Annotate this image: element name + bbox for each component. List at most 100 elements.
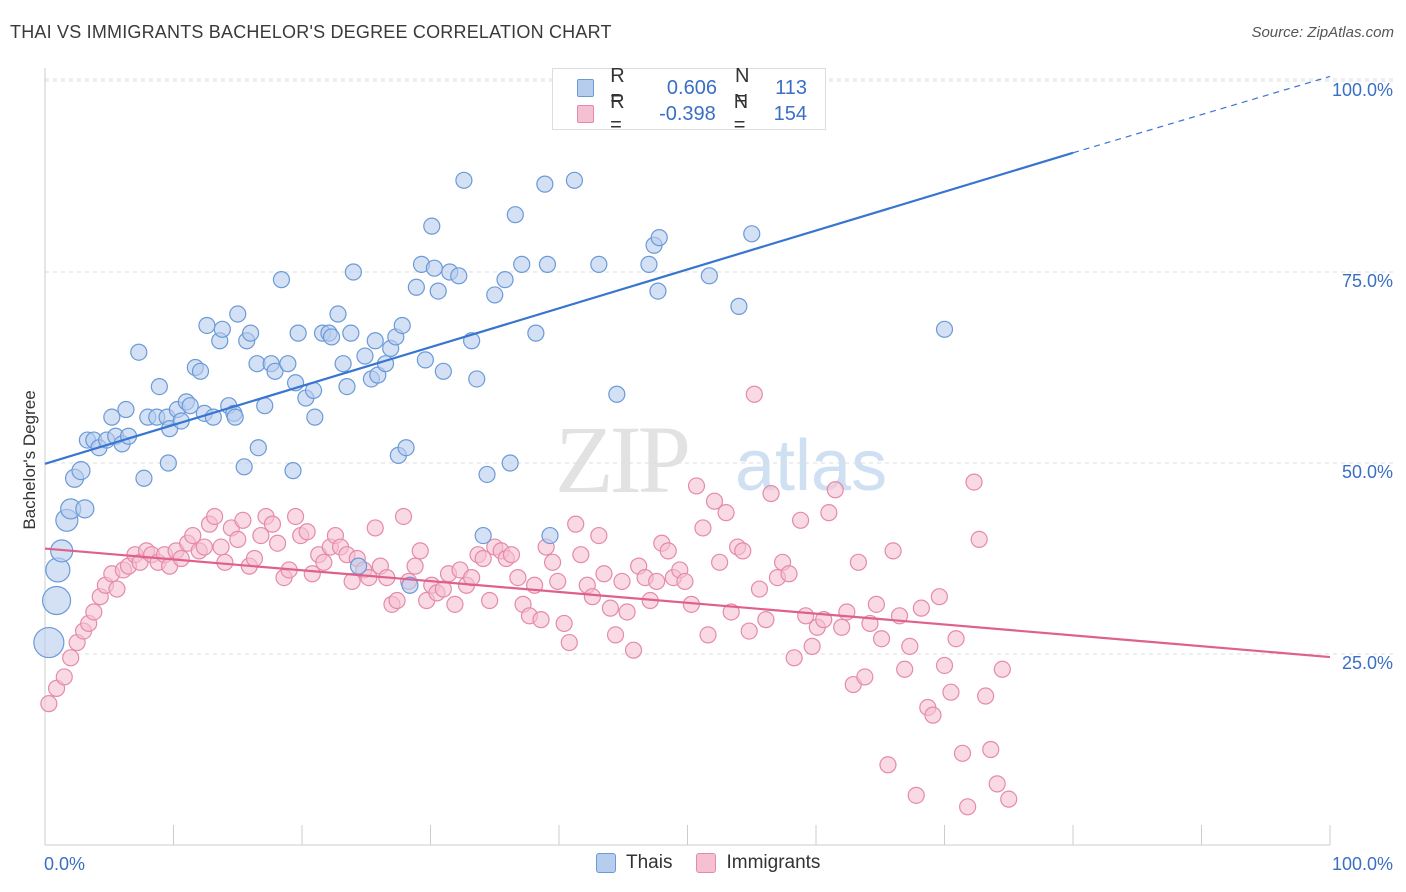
x-tick-label: 100.0%	[1332, 854, 1393, 874]
immigrants-point	[532, 611, 550, 629]
immigrants-point	[757, 611, 775, 629]
immigrants-point	[849, 553, 868, 571]
thais-point	[191, 362, 210, 380]
thais-point	[329, 305, 347, 323]
immigrants-point	[229, 530, 247, 549]
immigrants-point	[867, 595, 885, 613]
immigrants-point	[394, 507, 413, 526]
immigrants-point	[856, 668, 874, 686]
immigrants-point	[601, 599, 620, 617]
thais-point	[266, 362, 284, 380]
immigrants-point	[1000, 790, 1018, 808]
thais-point	[486, 286, 504, 304]
thais-point	[538, 255, 557, 273]
thais-point	[284, 462, 302, 480]
immigrants-point	[896, 660, 914, 678]
thais-point	[181, 397, 199, 415]
immigrants-point	[648, 572, 666, 591]
immigrants-point	[543, 553, 562, 571]
immigrants-point	[993, 660, 1011, 678]
immigrants-point	[982, 740, 1000, 759]
immigrants-point	[935, 656, 954, 675]
thais-point	[338, 378, 356, 396]
immigrants-point	[722, 603, 740, 621]
immigrants-legend-swatch	[696, 853, 717, 873]
immigrants-point	[930, 588, 948, 606]
immigrants-point	[624, 641, 643, 659]
immigrants-point	[502, 546, 521, 564]
thais-point	[130, 343, 148, 361]
thais-point	[541, 526, 559, 545]
immigrants-point	[820, 504, 838, 522]
thais-point	[513, 255, 531, 273]
thais-point	[649, 282, 667, 300]
thais-point	[393, 316, 411, 335]
immigrants-point	[212, 538, 230, 556]
thais-point	[366, 332, 384, 350]
legend-row-immigrants: R = -0.398 N = 154	[577, 91, 825, 136]
immigrants-point	[434, 580, 452, 598]
thais-n-value: 113	[775, 76, 807, 99]
thais-point	[730, 297, 748, 315]
immigrants-point	[446, 595, 464, 613]
thais-point	[496, 271, 514, 289]
immigrants-point	[298, 523, 316, 541]
immigrants-trend-line	[44, 547, 1331, 659]
immigrants-point	[924, 706, 942, 724]
thais-point	[242, 324, 260, 342]
thais-point	[349, 557, 368, 575]
immigrants-point	[234, 511, 252, 529]
n-label: N =	[733, 91, 749, 136]
immigrants-point	[826, 481, 844, 499]
source-label: Source: ZipAtlas.com	[1251, 24, 1394, 41]
immigrants-point	[595, 565, 613, 583]
thais-point	[71, 461, 91, 481]
thais-point	[226, 408, 244, 426]
thais-point	[213, 320, 231, 338]
thais-point	[103, 408, 121, 426]
thais-point	[135, 469, 153, 487]
thais-point	[41, 585, 72, 616]
immigrants-point	[388, 591, 406, 610]
immigrants-point	[785, 649, 803, 667]
correlation-legend: R = 0.606 N = 113 R = -0.398 N = 154	[552, 65, 826, 136]
immigrants-point	[912, 599, 930, 617]
thais-point	[249, 439, 267, 457]
immigrants-point	[659, 542, 677, 560]
immigrants-point	[687, 477, 706, 495]
immigrants-point	[734, 542, 752, 560]
immigrants-point	[833, 618, 851, 636]
legend-item-immigrants[interactable]: Immigrants	[696, 852, 820, 874]
watermark-zip: ZIP	[555, 406, 688, 513]
thais-point	[397, 439, 415, 457]
immigrants-point	[740, 622, 758, 640]
immigrants-point	[206, 507, 224, 526]
thais-point	[159, 454, 177, 472]
immigrants-point	[366, 519, 384, 537]
immigrants-point	[481, 591, 499, 610]
immigrants-point	[572, 546, 590, 564]
immigrants-point	[676, 572, 694, 591]
thais-point	[229, 305, 247, 323]
thais-point	[33, 626, 65, 659]
immigrants-point	[252, 526, 270, 545]
immigrants-point	[263, 515, 282, 533]
thais-point	[272, 271, 291, 289]
thais-legend-label: Thais	[626, 852, 673, 873]
thais-point	[474, 526, 492, 545]
immigrants-point	[606, 626, 625, 644]
thais-point	[423, 217, 441, 235]
immigrants-point	[699, 626, 717, 644]
thais-point	[401, 576, 419, 594]
legend-item-thais[interactable]: Thais	[596, 852, 672, 874]
thais-point	[640, 255, 658, 273]
thais-swatch	[577, 79, 595, 97]
thais-point	[434, 362, 452, 380]
immigrants-point	[406, 557, 424, 575]
immigrants-point	[803, 637, 821, 655]
immigrants-point	[711, 553, 729, 571]
immigrants-point	[509, 568, 527, 587]
y-tick-label: 75.0%	[1342, 271, 1393, 291]
thais-point	[450, 267, 468, 285]
